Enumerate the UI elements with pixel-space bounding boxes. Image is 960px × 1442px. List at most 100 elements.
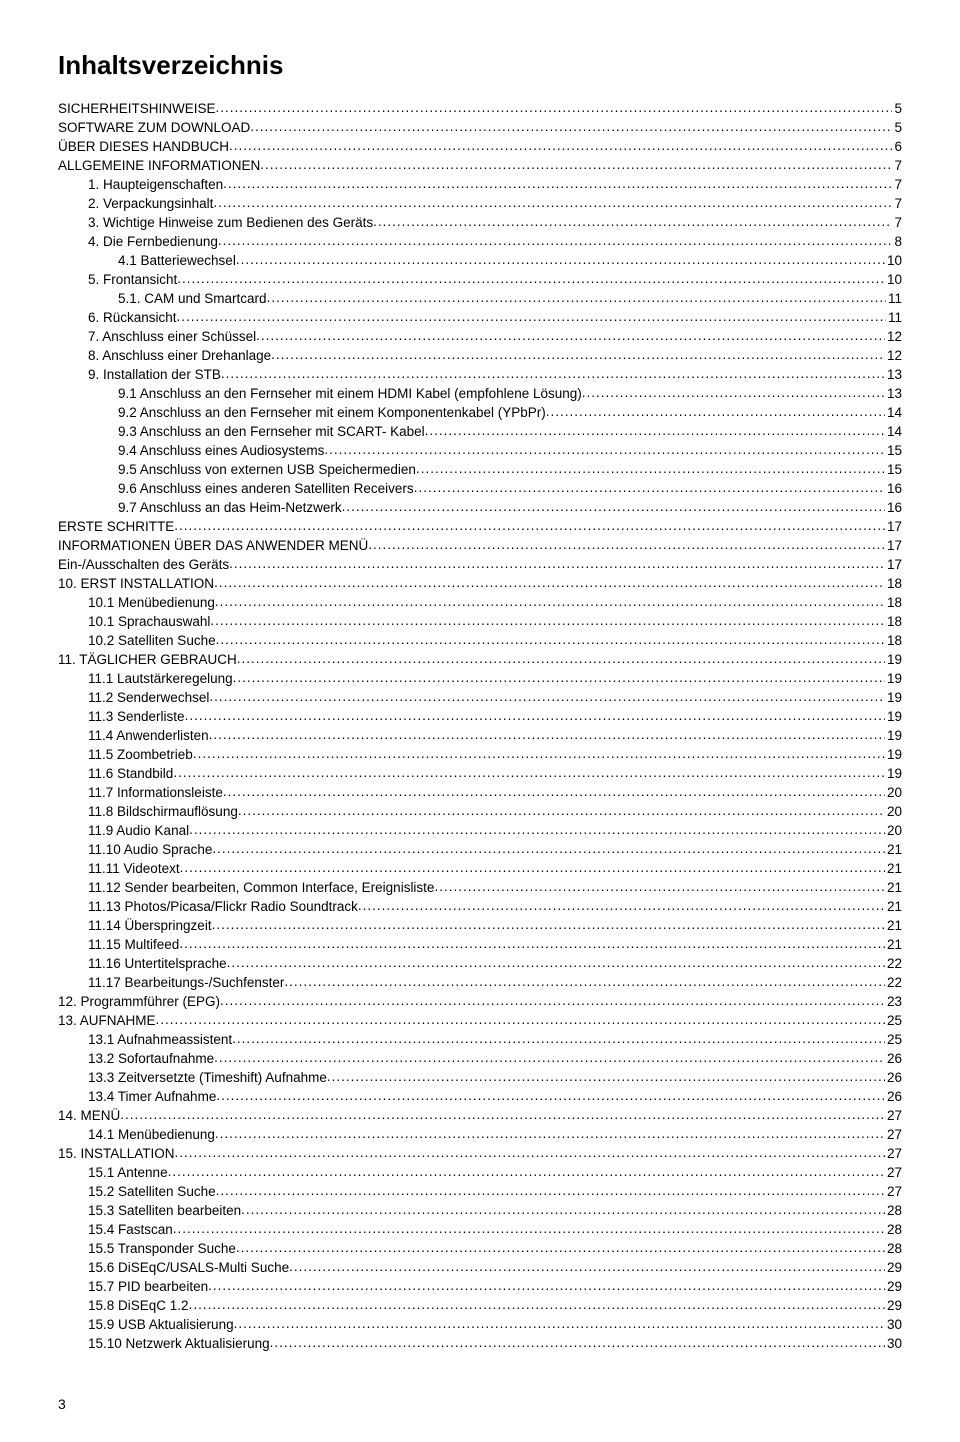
- toc-entry: 9.2 Anschluss an den Fernseher mit einem…: [58, 403, 902, 422]
- toc-entry: INFORMATIONEN ÜBER DAS ANWENDER MENÜ 17: [58, 536, 902, 555]
- toc-entry-label: 7. Anschluss einer Schüssel: [88, 328, 256, 347]
- toc-entry-page: 28: [885, 1221, 902, 1240]
- toc-entry-label: 11.14 Überspringzeit: [88, 917, 212, 936]
- toc-leader-dots: [218, 232, 893, 246]
- toc-entry-page: 16: [885, 480, 902, 499]
- toc-entry-label: 11.13 Photos/Picasa/Flickr Radio Soundtr…: [88, 898, 358, 917]
- toc-entry: 9.1 Anschluss an den Fernseher mit einem…: [58, 384, 902, 403]
- toc-leader-dots: [173, 764, 885, 778]
- toc-entry-label: 12. Programmführer (EPG): [58, 993, 220, 1012]
- toc-entry: 9.3 Anschluss an den Fernseher mit SCART…: [58, 422, 902, 441]
- document-page: Inhaltsverzeichnis SICHERHEITSHINWEISE5S…: [0, 0, 960, 1442]
- toc-leader-dots: [175, 1144, 885, 1158]
- toc-entry: 11.11 Videotext21: [58, 859, 902, 878]
- toc-entry-page: 10: [885, 252, 902, 271]
- toc-entry: SICHERHEITSHINWEISE5: [58, 99, 902, 118]
- toc-entry-label: 11.4 Anwenderlisten: [88, 727, 209, 746]
- toc-leader-dots: [227, 954, 885, 968]
- toc-entry-label: 11.7 Informationsleiste: [88, 784, 223, 803]
- toc-entry: 9.7 Anschluss an das Heim-Netzwerk 16: [58, 498, 902, 517]
- toc-entry-page: 28: [885, 1202, 902, 1221]
- toc-entry-label: 10.2 Satelliten Suche: [88, 632, 216, 651]
- toc-entry-page: 18: [885, 632, 902, 651]
- toc-leader-dots: [120, 1106, 885, 1120]
- toc-entry-label: 15.8 DiSEqC 1.2: [88, 1297, 189, 1316]
- toc-leader-dots: [237, 650, 885, 664]
- page-number: 3: [58, 1396, 66, 1412]
- toc-entry: 11.15 Multifeed21: [58, 935, 902, 954]
- toc-entry-page: 19: [885, 651, 902, 670]
- toc-leader-dots: [189, 821, 885, 835]
- toc-entry: 11.2 Senderwechsel19: [58, 688, 902, 707]
- toc-entry-page: 26: [885, 1088, 902, 1107]
- toc-leader-dots: [284, 973, 885, 987]
- toc-entry-label: 13.3 Zeitversetzte (Timeshift) Aufnahme: [88, 1069, 327, 1088]
- toc-entry-label: SOFTWARE ZUM DOWNLOAD: [58, 119, 250, 138]
- toc-entry-label: 14. MENÜ: [58, 1107, 120, 1126]
- toc-entry-page: 19: [885, 746, 902, 765]
- toc-leader-dots: [324, 441, 885, 455]
- toc-entry: 10.1 Menübedienung18: [58, 593, 902, 612]
- toc-entry-page: 12: [885, 328, 902, 347]
- toc-entry: 5. Frontansicht10: [58, 270, 902, 289]
- toc-entry: 13. AUFNAHME25: [58, 1011, 902, 1030]
- toc-leader-dots: [221, 365, 885, 379]
- toc-leader-dots: [168, 1163, 885, 1177]
- toc-entry: 11.1 Lautstärkeregelung19: [58, 669, 902, 688]
- toc-leader-dots: [216, 1087, 885, 1101]
- toc-entry: 4. Die Fernbedienung8: [58, 232, 902, 251]
- toc-leader-dots: [177, 308, 886, 322]
- toc-leader-dots: [216, 631, 885, 645]
- toc-entry-page: 26: [885, 1069, 902, 1088]
- toc-entry-page: 16: [885, 499, 902, 518]
- toc-entry: 5.1. CAM und Smartcard11: [58, 289, 902, 308]
- toc-entry: 9.5 Anschluss von externen USB Speicherm…: [58, 460, 902, 479]
- toc-leader-dots: [214, 574, 885, 588]
- toc-entry-page: 29: [885, 1278, 902, 1297]
- toc-leader-dots: [189, 1296, 885, 1310]
- toc-entry-label: 15.10 Netzwerk Aktualisierung: [88, 1335, 270, 1354]
- toc-entry-label: INFORMATIONEN ÜBER DAS ANWENDER MENÜ: [58, 537, 368, 556]
- toc-entry: 13.2 Sofortaufnahme26: [58, 1049, 902, 1068]
- toc-entry-label: 11.3 Senderliste: [88, 708, 185, 727]
- toc-entry-label: 9.7 Anschluss an das Heim-Netzwerk: [118, 499, 342, 518]
- toc-entry-label: 9.6 Anschluss eines anderen Satelliten R…: [118, 480, 414, 499]
- toc-entry-label: 11.6 Standbild: [88, 765, 173, 784]
- toc-entry-page: 17: [885, 556, 902, 575]
- toc-leader-dots: [229, 555, 885, 569]
- toc-entry-page: 17: [885, 537, 902, 556]
- toc-leader-dots: [271, 346, 885, 360]
- toc-leader-dots: [213, 194, 892, 208]
- toc-entry: 6. Rückansicht11: [58, 308, 902, 327]
- toc-entry-label: 9.1 Anschluss an den Fernseher mit einem…: [118, 385, 582, 404]
- toc-entry-label: 11.5 Zoombetrieb: [88, 746, 193, 765]
- toc-leader-dots: [209, 688, 885, 702]
- toc-entry: ÜBER DIESES HANDBUCH6: [58, 137, 902, 156]
- toc-entry-page: 7: [892, 195, 902, 214]
- toc-entry-page: 29: [885, 1259, 902, 1278]
- toc-entry: 15.6 DiSEqC/USALS-Multi Suche29: [58, 1258, 902, 1277]
- toc-entry: 9.6 Anschluss eines anderen Satelliten R…: [58, 479, 902, 498]
- toc-entry-page: 19: [885, 670, 902, 689]
- toc-leader-dots: [236, 251, 885, 265]
- toc-entry: 15.2 Satelliten Suche27: [58, 1182, 902, 1201]
- toc-leader-dots: [260, 156, 892, 170]
- toc-entry: 2. Verpackungsinhalt7: [58, 194, 902, 213]
- toc-leader-dots: [233, 669, 885, 683]
- toc-entry-page: 27: [885, 1145, 902, 1164]
- toc-entry-page: 26: [885, 1050, 902, 1069]
- toc-leader-dots: [212, 916, 885, 930]
- toc-container: SICHERHEITSHINWEISE5SOFTWARE ZUM DOWNLOA…: [58, 99, 902, 1353]
- toc-entry: 11.8 Bildschirmauflösung 20: [58, 802, 902, 821]
- toc-entry-page: 21: [885, 879, 902, 898]
- toc-entry-page: 29: [885, 1297, 902, 1316]
- toc-entry-page: 20: [885, 803, 902, 822]
- toc-entry-label: 13.1 Aufnahmeassistent: [88, 1031, 232, 1050]
- toc-entry-label: 11.8 Bildschirmauflösung: [88, 803, 238, 822]
- toc-entry-page: 13: [885, 385, 902, 404]
- toc-entry: 13.1 Aufnahmeassistent25: [58, 1030, 902, 1049]
- toc-leader-dots: [232, 1030, 885, 1044]
- toc-entry-page: 22: [885, 955, 902, 974]
- toc-entry: 11.3 Senderliste19: [58, 707, 902, 726]
- toc-entry-label: 15.3 Satelliten bearbeiten: [88, 1202, 241, 1221]
